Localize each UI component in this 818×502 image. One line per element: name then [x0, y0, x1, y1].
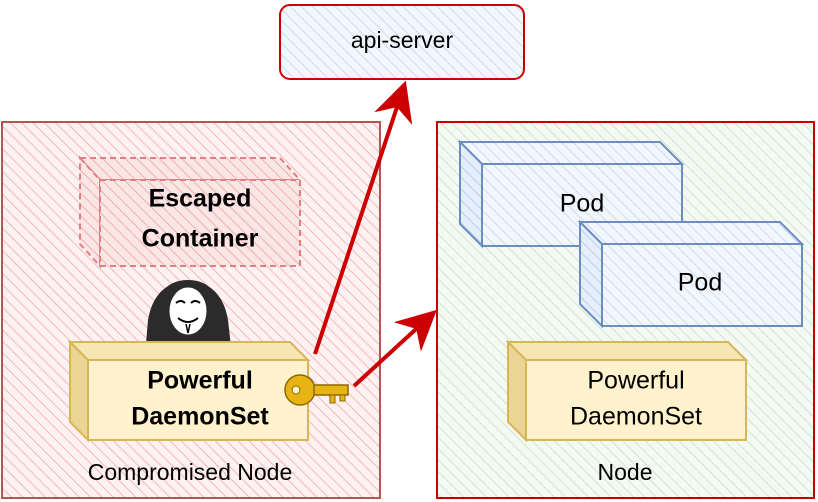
api-server-box: api-server	[279, 4, 525, 80]
node-daemonset-line2: DaemonSet	[570, 403, 702, 431]
node-daemonset-line1: Powerful	[587, 367, 684, 395]
arrow-to-node	[352, 309, 437, 388]
api-server-label: api-server	[351, 27, 454, 53]
escaped-container-line2: Container	[142, 225, 259, 253]
arrow-to-api-server	[313, 80, 413, 355]
key-icon	[284, 374, 349, 406]
pod-2: Pod	[577, 219, 805, 329]
node-daemonset: Powerful DaemonSet	[505, 339, 749, 443]
compromised-daemonset: Powerful DaemonSet	[67, 339, 311, 443]
escaped-container: Escaped Container	[77, 155, 303, 269]
pod-2-label: Pod	[678, 269, 722, 297]
hacker-icon	[145, 280, 232, 356]
compromised-daemonset-line2: DaemonSet	[131, 403, 269, 431]
escaped-container-line1: Escaped	[149, 185, 252, 213]
compromised-node-label: Compromised Node	[88, 459, 293, 485]
node-label: Node	[598, 459, 653, 485]
compromised-daemonset-line1: Powerful	[147, 367, 253, 395]
pod-1-label: Pod	[560, 190, 604, 218]
